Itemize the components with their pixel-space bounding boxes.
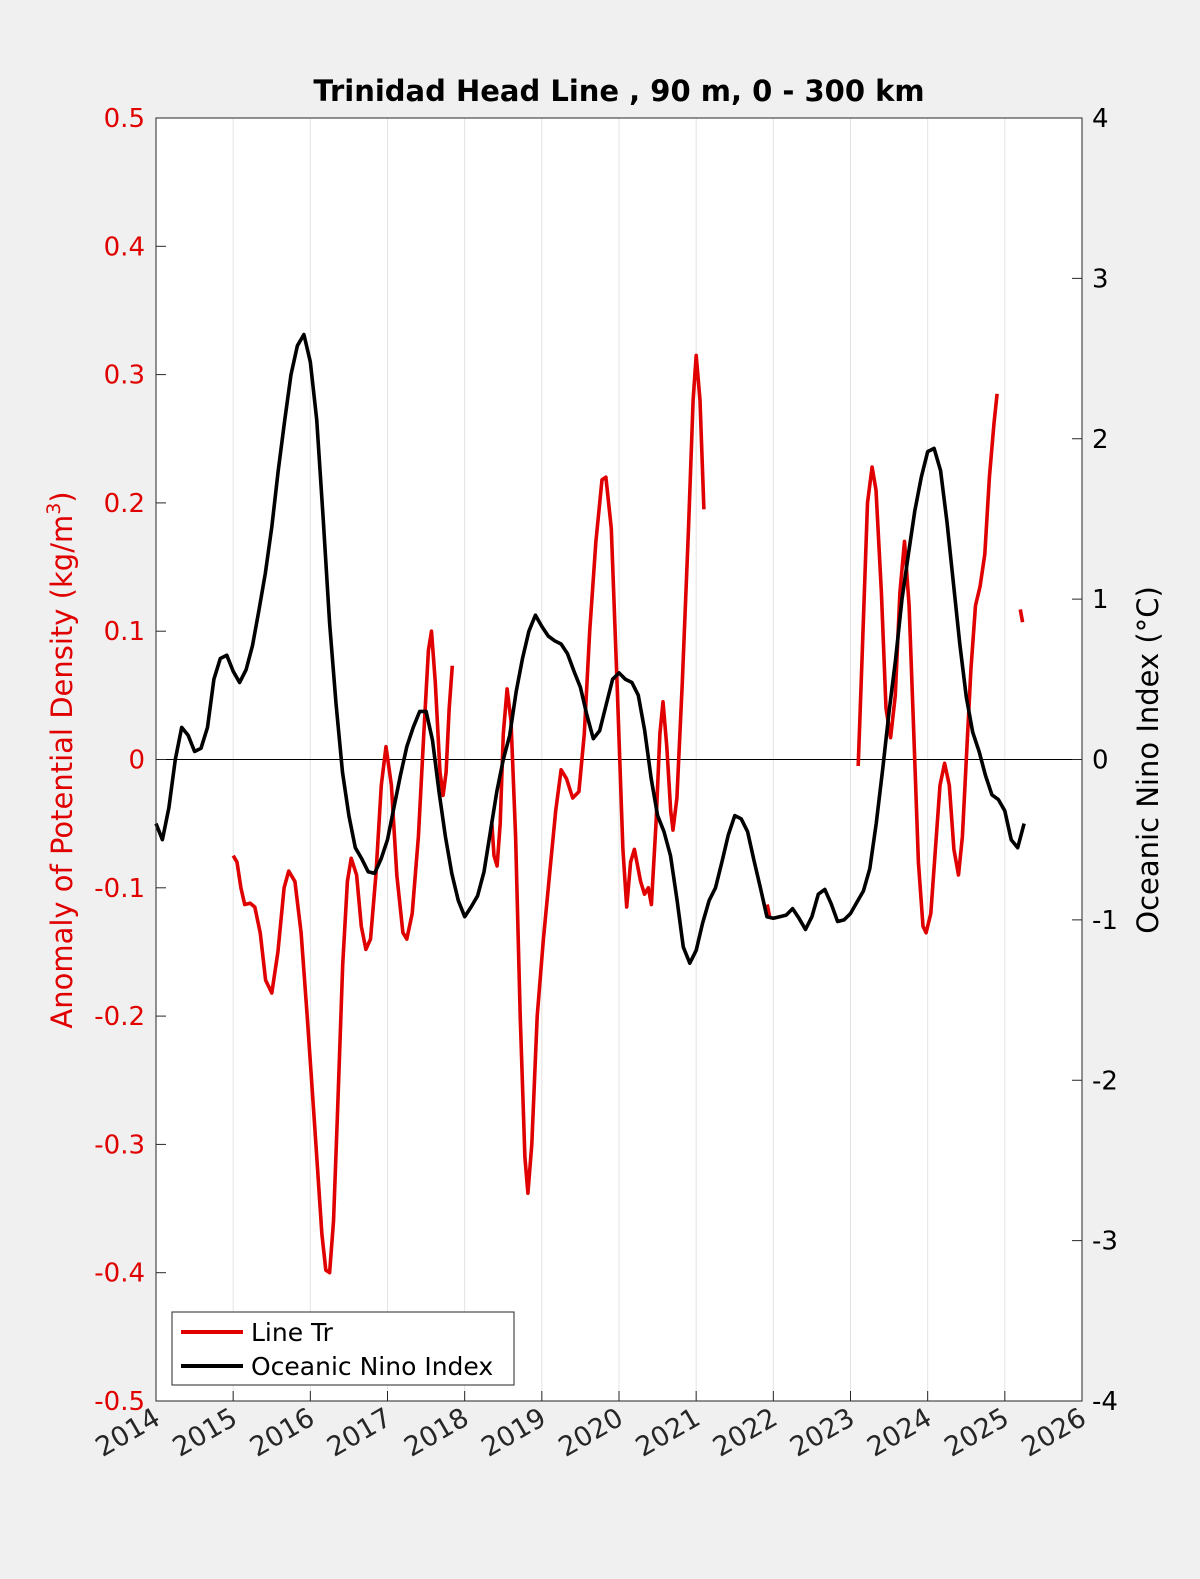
series-line-tr-segment-4 [1020, 609, 1022, 622]
y-right-tick-label: 0 [1092, 746, 1109, 776]
x-axis: 2014 2015 2016 2017 2018 2019 2020 2021 2022 2023… [90, 1391, 1091, 1463]
y-left-tick-label: 0.4 [104, 232, 145, 262]
chart-container: -0.5 -0.4 -0.3 -0.2 -0.1 0 0.1 0.2 0.3 0.4 0.5 -4-… [0, 0, 1200, 1575]
y-right-tick-label: -4 [1092, 1387, 1118, 1417]
x-tick-label: 2026 [1016, 1402, 1091, 1463]
y-left-tick-label: -0.4 [94, 1259, 145, 1289]
x-tick-label: 2023 [785, 1402, 860, 1463]
y-left-tick-label: -0.3 [94, 1130, 145, 1160]
x-tick-label: 2022 [708, 1402, 783, 1463]
y-right-tick-label: 4 [1092, 104, 1109, 134]
y-left-tick-label: 0.5 [104, 104, 145, 134]
y-right-tick-label: 2 [1092, 425, 1109, 455]
y-left-tick-label: 0 [128, 746, 145, 776]
chart-svg: -0.5-0.4-0.3-0.2-0.100.10.20.30.40.5 -4-… [0, 0, 1200, 1575]
chart-title: Trinidad Head Line , 90 m, 0 - 300 km [313, 74, 924, 108]
right-axis-label: Oceanic Nino Index (°C) [1131, 586, 1165, 934]
y-right-tick-label: -1 [1092, 906, 1118, 936]
x-tick-label: 2025 [939, 1402, 1014, 1463]
y-left-tick-label: -0.2 [94, 1002, 145, 1032]
y-right-tick-label: -3 [1092, 1227, 1118, 1257]
left-axis-label: Anomaly of Potential Density (kg/m3) [43, 491, 79, 1028]
x-tick-label: 2017 [322, 1402, 397, 1463]
left-y-axis: -0.5-0.4-0.3-0.2-0.100.10.20.30.40.5 [94, 104, 166, 1417]
x-tick-label: 2018 [399, 1402, 474, 1463]
y-right-tick-label: 1 [1092, 585, 1109, 615]
legend-label-line-tr: Line Tr [251, 1318, 334, 1347]
x-tick-label: 2024 [862, 1402, 937, 1463]
x-tick-label: 2019 [476, 1402, 551, 1463]
x-tick-label: 2020 [553, 1402, 628, 1463]
y-left-tick-label: 0.3 [104, 361, 145, 391]
y-left-tick-label: -0.1 [94, 874, 145, 904]
x-tick-label: 2016 [245, 1402, 320, 1463]
legend: Line Tr Oceanic Nino Index [172, 1312, 514, 1385]
y-right-tick-label: 3 [1092, 264, 1109, 294]
x-tick-label: 2021 [631, 1402, 706, 1463]
y-right-tick-label: -2 [1092, 1066, 1118, 1096]
legend-label-oni: Oceanic Nino Index [251, 1352, 493, 1381]
y-left-tick-label: 0.2 [104, 489, 145, 519]
x-tick-label: 2015 [168, 1402, 243, 1463]
y-left-tick-label: 0.1 [104, 617, 145, 647]
